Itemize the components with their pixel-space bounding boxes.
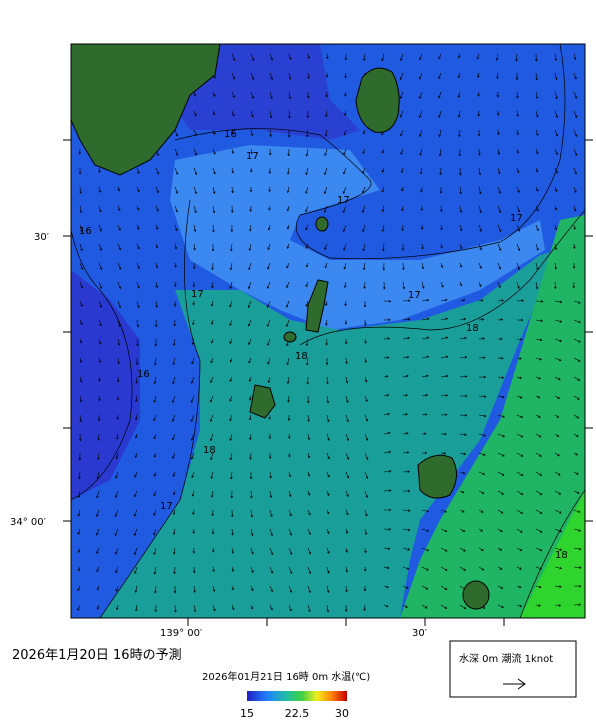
contour-label: 18 (466, 323, 479, 334)
forecast-title: 2026年1月20日 16時の予測 (12, 648, 182, 663)
island (355, 67, 400, 133)
contour-label: 17 (191, 289, 204, 300)
contour-labels: 16 17 17 17 16 17 17 18 18 16 18 17 18 (79, 129, 568, 561)
island (462, 580, 490, 610)
island (283, 331, 297, 343)
contour-line (99, 199, 201, 618)
island (417, 454, 457, 499)
contour-line (299, 209, 585, 346)
axis-ticks (63, 139, 593, 626)
contour-label: 16 (224, 129, 237, 140)
colorbar-label: 15 (240, 707, 254, 720)
x-axis-label: 139° 00′ (160, 628, 203, 639)
warmer-water (100, 250, 560, 618)
map-subtitle: 2026年01月21日 16時 0m 水温(℃) (202, 670, 370, 683)
y-axis-label: 30′ (34, 232, 50, 243)
x-axis-label: 30′ (412, 628, 428, 639)
contour-label: 18 (295, 351, 308, 362)
contour-line (71, 229, 133, 501)
island (315, 216, 329, 232)
contour-label: 17 (160, 501, 173, 512)
contour-label: 16 (137, 369, 150, 380)
contour-label: 17 (510, 213, 523, 224)
legend-box (449, 640, 577, 698)
contour-line (174, 44, 566, 260)
contour-label: 16 (79, 226, 92, 237)
warm-current (400, 215, 585, 618)
island (71, 44, 221, 176)
legend-arrow (503, 678, 526, 690)
contour-line (519, 489, 585, 618)
y-axis-label: 34° 00′ (10, 517, 47, 528)
colorbar (247, 691, 347, 701)
contour-label: 18 (555, 550, 568, 561)
map-area: 16 17 17 17 16 17 17 18 18 16 18 17 18 (71, 44, 585, 618)
contour-label: 17 (337, 195, 350, 206)
contour-label: 18 (203, 445, 216, 456)
island (249, 384, 276, 419)
warm-water (170, 145, 545, 330)
colorbar-label: 22.5 (285, 707, 310, 720)
contour-label: 17 (408, 290, 421, 301)
colorbar-label: 30 (335, 707, 349, 720)
contour-label: 17 (246, 151, 259, 162)
cold-water (71, 270, 140, 500)
map-frame (70, 43, 586, 619)
legend-text: 水深 0m 潮流 1knot (459, 652, 553, 665)
island (305, 279, 329, 333)
